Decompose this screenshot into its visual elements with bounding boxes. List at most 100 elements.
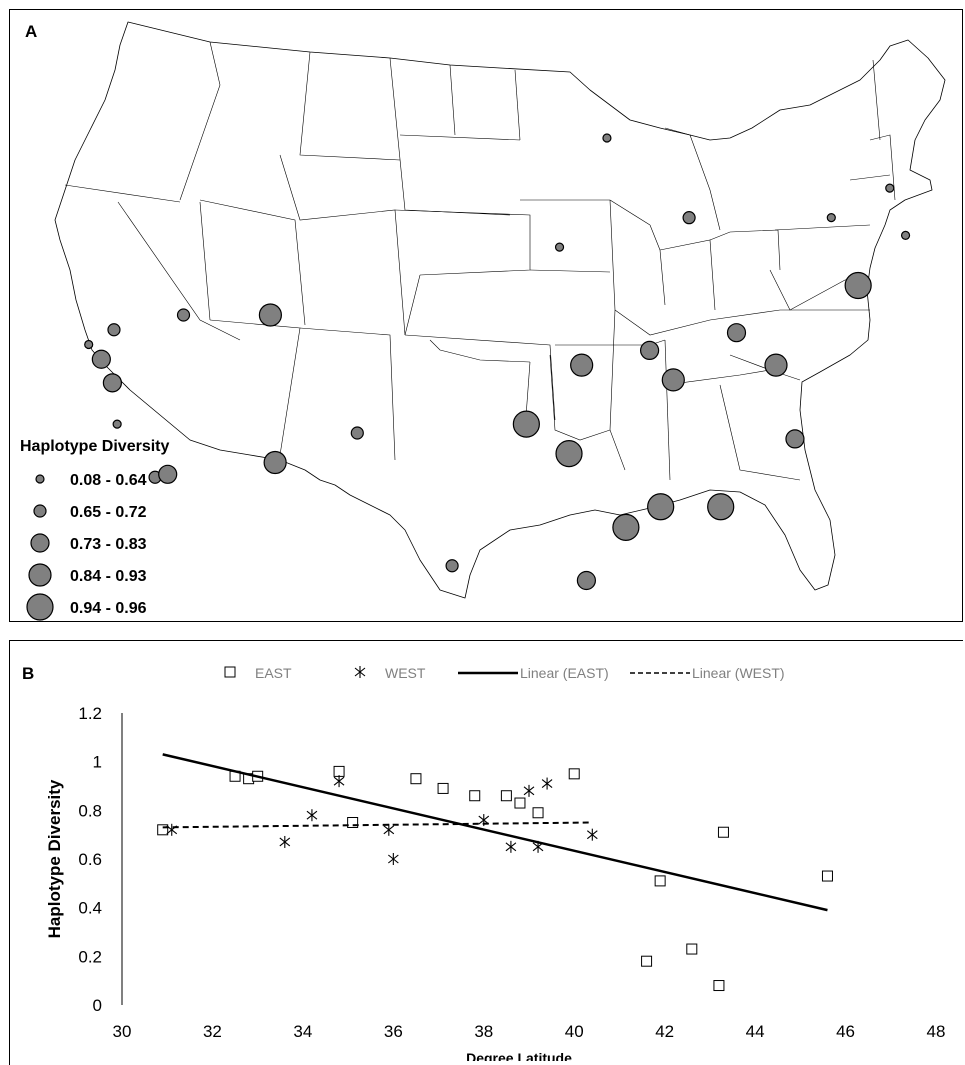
west-point (505, 840, 517, 853)
trendline-west (162, 821, 593, 829)
site-marker (570, 353, 594, 377)
x-tick-label: 44 (746, 1022, 765, 1041)
legend-entry-label: Linear (EAST) (520, 665, 609, 681)
legend-title: Haplotype Diversity (20, 438, 170, 455)
x-tick-label: 36 (384, 1022, 403, 1041)
site-marker (682, 211, 696, 225)
west-point (279, 835, 291, 848)
legend-symbol (33, 504, 47, 518)
site-marker (84, 339, 94, 350)
y-tick-label: 0 (93, 996, 102, 1015)
east-point (157, 824, 169, 836)
legend-label: 0.08 - 0.64 (70, 472, 147, 489)
site-marker (885, 183, 895, 193)
legend-marker-east (224, 666, 236, 678)
site-marker (102, 373, 123, 393)
site-marker (576, 570, 597, 591)
site-marker (612, 513, 640, 542)
y-tick-label: 0.6 (78, 850, 102, 869)
legend-label: 0.84 - 0.93 (70, 568, 147, 585)
legend-symbol (28, 563, 52, 587)
west-point (333, 775, 345, 788)
site-marker (350, 426, 364, 440)
site-marker (107, 323, 121, 337)
site-marker (91, 349, 111, 369)
east-point (410, 773, 422, 785)
west-point (541, 777, 553, 790)
site-marker (647, 493, 675, 521)
east-point (347, 817, 359, 828)
legend-entry-label: Linear (WEST) (692, 665, 785, 681)
west-point (387, 853, 399, 865)
west-point (523, 784, 535, 797)
site-marker (726, 323, 747, 343)
east-point (641, 955, 653, 967)
site-marker (844, 271, 872, 300)
east-point (437, 782, 449, 794)
legend-label: 0.73 - 0.83 (70, 536, 147, 553)
site-marker (112, 419, 122, 429)
legend-symbol (26, 593, 54, 621)
east-point (686, 943, 698, 955)
y-axis-label: Haplotype Diversity (45, 779, 64, 938)
y-tick-labels: 0 0.2 0.4 0.6 0.8 1 1.2 (78, 704, 102, 1015)
west-point (586, 828, 598, 841)
x-tick-label: 48 (927, 1022, 946, 1041)
panel-b-chart: B EAST WEST Linear (EAST) Linear (WEST) 0 0.… (9, 640, 963, 1065)
y-tick-label: 0.8 (78, 801, 102, 820)
map-legend: Haplotype Diversity 0.08 - 0.64 0.65 - 0.… (20, 438, 210, 629)
plot-series (157, 753, 833, 992)
site-marker (785, 429, 805, 449)
site-marker (554, 242, 565, 252)
legend-label: 0.94 - 0.96 (70, 600, 147, 617)
site-marker (258, 303, 282, 327)
site-marker (555, 440, 583, 468)
site-markers (84, 133, 911, 591)
east-point (568, 768, 580, 780)
x-tick-label: 32 (203, 1022, 222, 1041)
legend-entry-label: EAST (255, 665, 292, 681)
x-tick-label: 40 (565, 1022, 584, 1041)
west-point (306, 809, 318, 822)
east-point (821, 870, 833, 882)
east-point (469, 790, 481, 802)
x-tick-labels: 30 32 34 36 38 40 42 44 46 48 (113, 1022, 946, 1041)
east-point (500, 790, 512, 802)
x-tick-label: 46 (836, 1022, 855, 1041)
x-axis-label: Degree Latitude (466, 1050, 572, 1061)
x-tick-label: 34 (293, 1022, 312, 1041)
site-marker (639, 340, 660, 360)
east-point (514, 797, 526, 809)
legend-label: 0.65 - 0.72 (70, 504, 147, 521)
site-marker (602, 133, 612, 143)
site-marker (263, 450, 287, 475)
x-tick-label: 30 (113, 1022, 132, 1041)
east-point (713, 980, 725, 992)
y-tick-label: 0.2 (78, 947, 102, 966)
site-marker (707, 493, 735, 521)
east-point (654, 875, 666, 887)
site-marker (512, 410, 540, 438)
east-point (717, 826, 729, 838)
y-tick-label: 0.4 (78, 899, 102, 918)
y-tick-label: 1 (93, 753, 102, 772)
site-marker (445, 559, 459, 573)
east-point (532, 807, 544, 819)
chart-legend: EAST WEST Linear (EAST) Linear (WEST) (224, 665, 785, 681)
panel-a-letter: A (25, 22, 38, 41)
west-point (166, 823, 178, 836)
legend-marker-west (354, 666, 366, 678)
x-tick-label: 38 (474, 1022, 493, 1041)
panel-a-map: A (9, 9, 963, 622)
east-point (333, 765, 345, 777)
panel-b-letter: B (22, 664, 35, 683)
trendline-east (162, 753, 828, 912)
site-marker (661, 368, 685, 392)
legend-symbol (35, 474, 45, 484)
x-tick-label: 42 (655, 1022, 674, 1041)
site-marker (764, 353, 788, 377)
legend-entry-label: WEST (385, 665, 426, 681)
site-marker (826, 213, 836, 223)
legend-symbol (30, 533, 50, 553)
y-tick-label: 1.2 (78, 704, 102, 723)
